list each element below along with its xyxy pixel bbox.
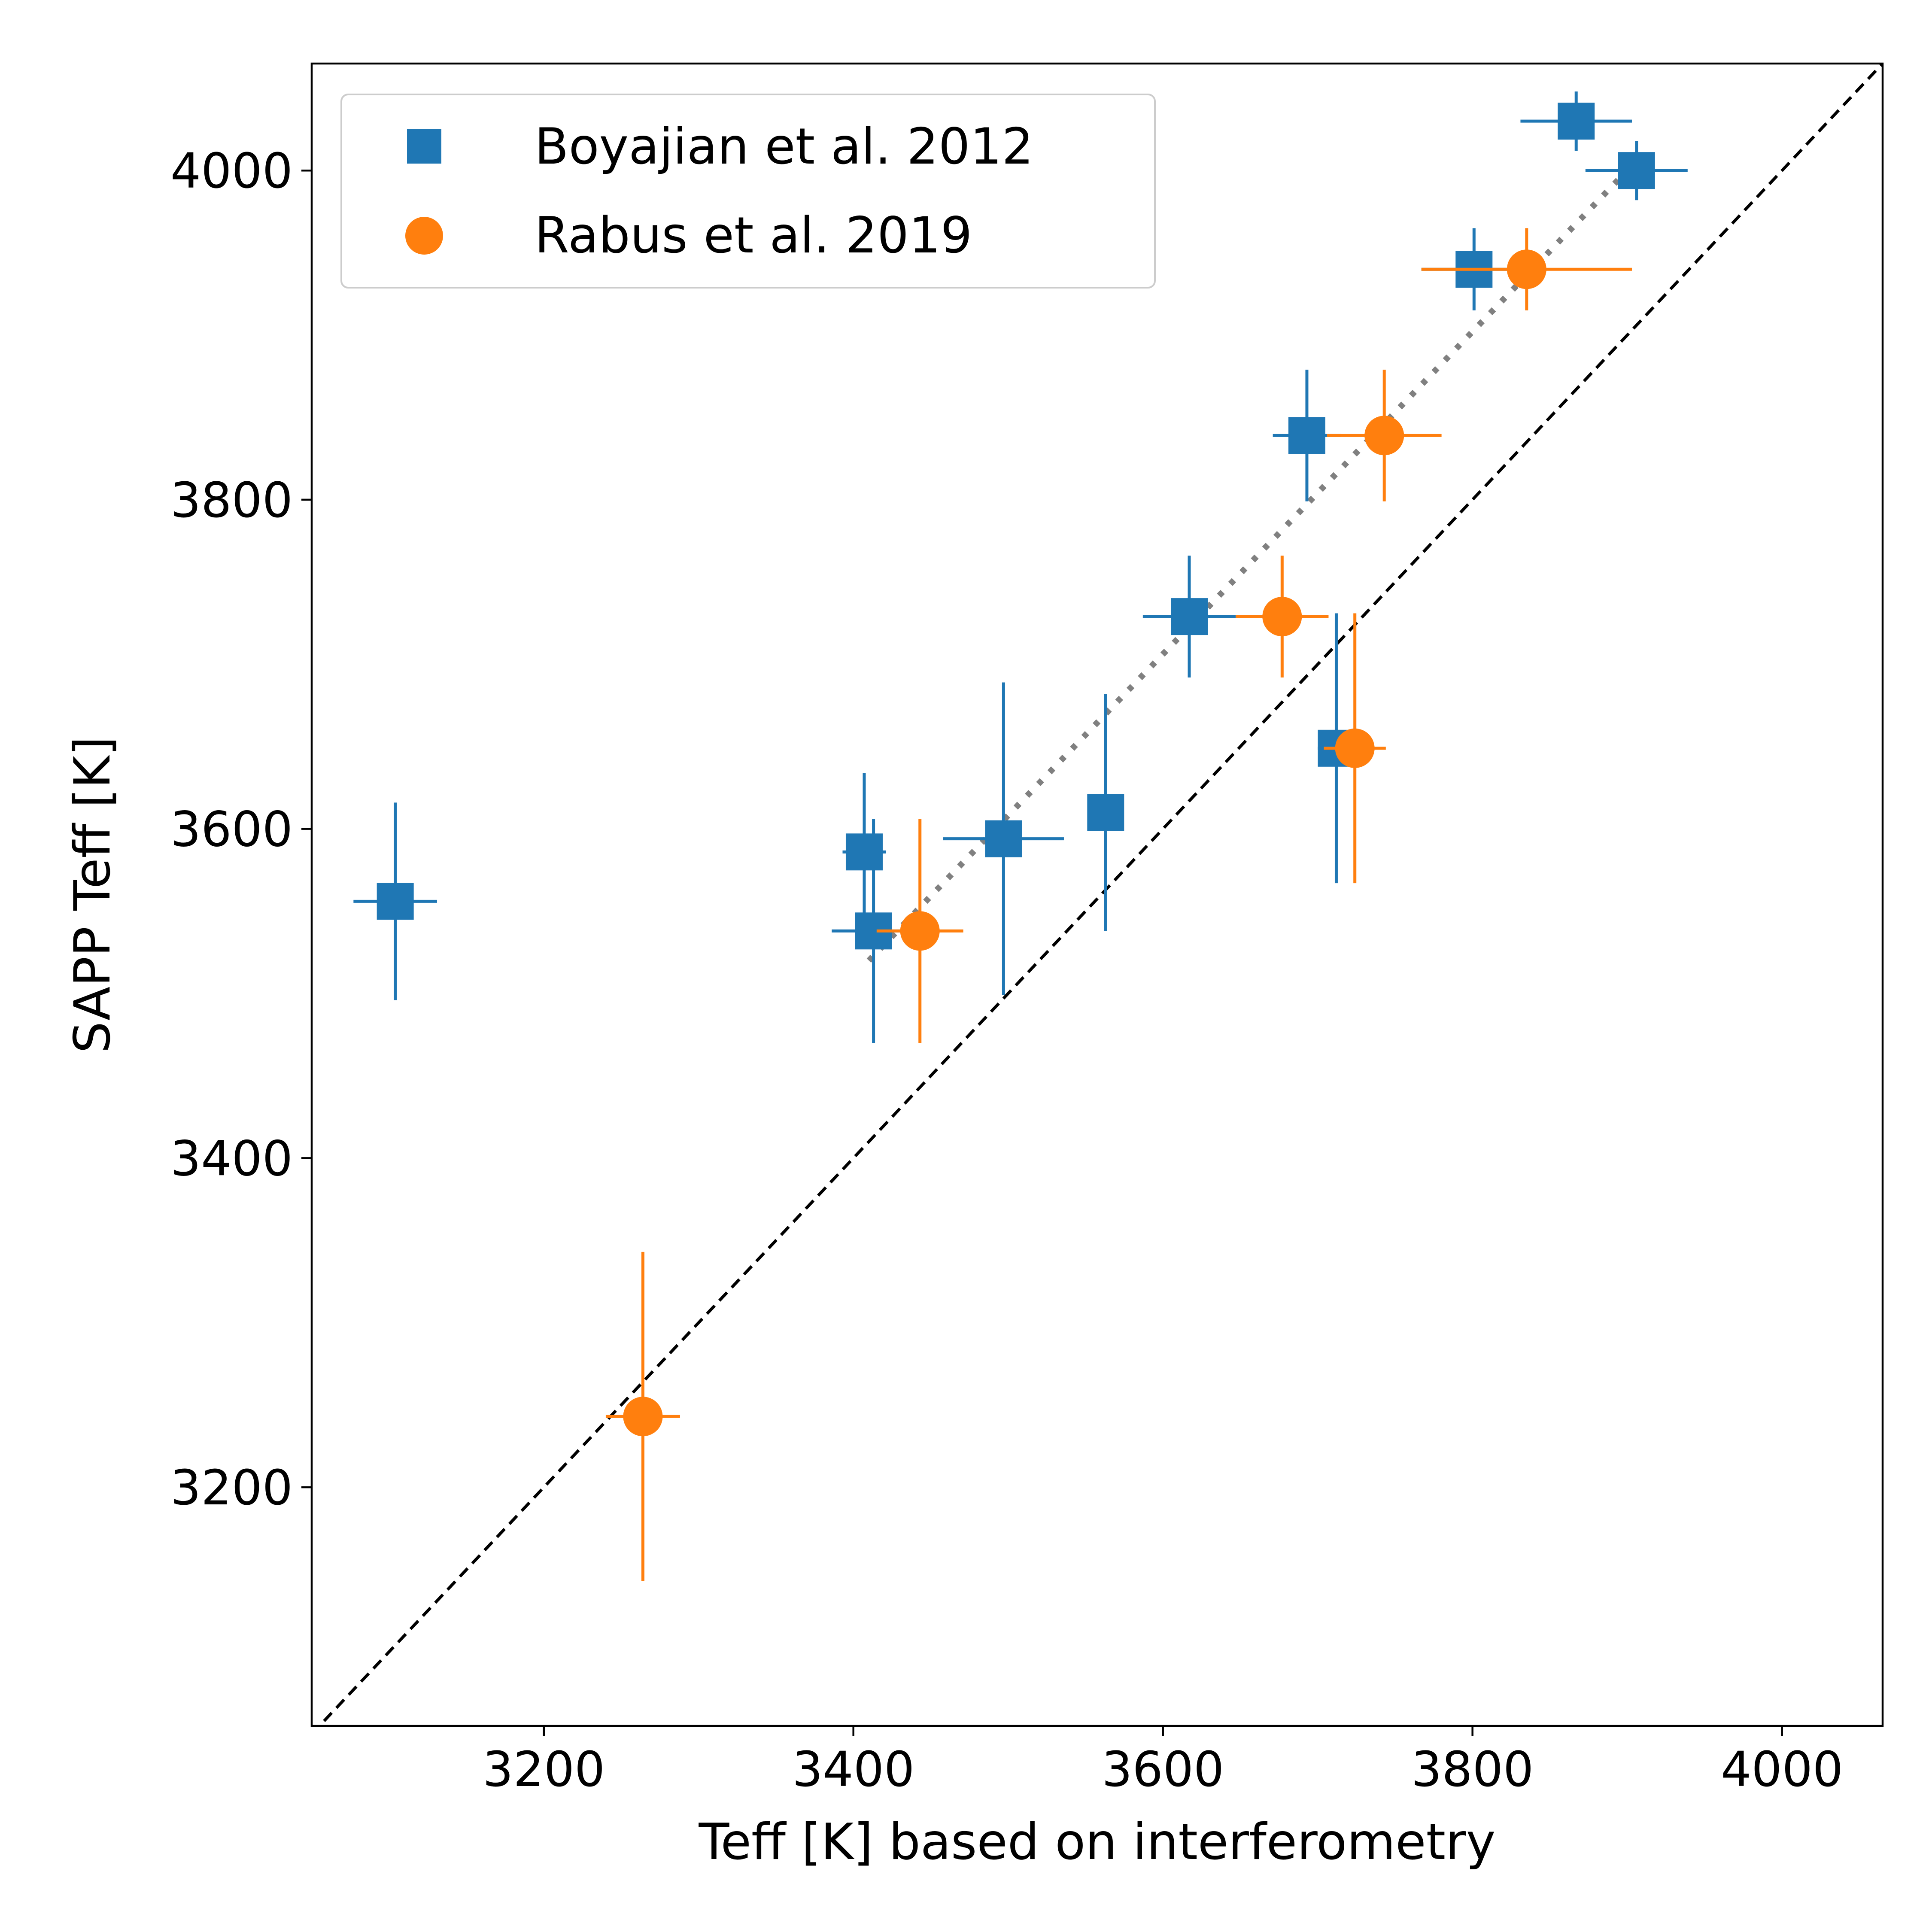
data-point-circle — [1364, 416, 1404, 456]
x-axis-label: Teff [K] based on interferometry — [699, 1813, 1496, 1871]
data-point-circle — [1507, 249, 1546, 289]
data-point-circle — [623, 1397, 663, 1437]
data-point-square — [377, 883, 414, 920]
y-tick-label: 3200 — [170, 1460, 293, 1516]
data-point-square — [1618, 152, 1655, 189]
y-tick-label: 4000 — [170, 143, 293, 199]
legend-box — [340, 94, 1156, 289]
x-tick-label: 3400 — [792, 1742, 914, 1798]
one-to-one-dashed-line — [317, 64, 1883, 1726]
y-axis-label: SAPP Teff [K] — [64, 736, 122, 1053]
x-tick-label: 4000 — [1721, 1742, 1843, 1798]
series-0 — [353, 91, 1688, 1043]
data-point-square — [1288, 417, 1325, 454]
data-point-circle — [1335, 728, 1375, 768]
legend-label-boyajian: Boyajian et al. 2012 — [535, 118, 1033, 176]
legend-marker-boyajian — [407, 129, 441, 164]
y-tick-label: 3400 — [170, 1131, 293, 1187]
data-point-circle — [900, 911, 940, 951]
axes-frame — [310, 62, 1884, 1727]
legend-marker-rabus — [405, 217, 443, 255]
data-point-square — [1170, 598, 1208, 635]
x-tick-label: 3200 — [483, 1742, 605, 1798]
series-1 — [605, 228, 1632, 1581]
plot-area — [317, 64, 1883, 1726]
legend-label-rabus: Rabus et al. 2019 — [535, 207, 972, 264]
plot-layer — [317, 64, 1883, 1726]
x-tick-label: 3600 — [1102, 1742, 1224, 1798]
data-point-square — [1087, 794, 1124, 831]
data-point-square — [1558, 103, 1595, 140]
data-point-circle — [1262, 597, 1302, 637]
y-tick-label: 3800 — [170, 473, 293, 529]
x-tick-label: 3800 — [1411, 1742, 1534, 1798]
legend: Boyajian et al. 2012 Rabus et al. 2019 — [340, 94, 1156, 289]
y-tick-label: 3600 — [170, 802, 293, 858]
data-point-square — [845, 833, 883, 871]
data-point-square — [985, 820, 1022, 857]
ticks-layer: 3200 3400 3600 3800 4000 3200 3400 3600 3800 4000 — [170, 143, 1843, 1798]
